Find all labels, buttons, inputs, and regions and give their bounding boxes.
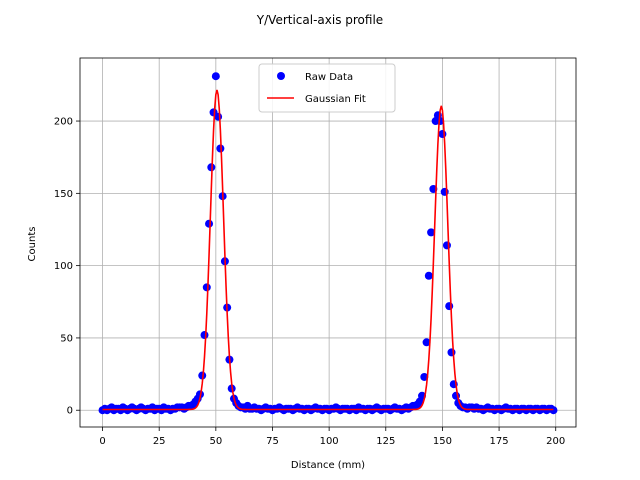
raw-data-point [200,331,209,340]
x-tick-label: 50 [209,436,222,447]
y-tick-label: 200 [54,117,73,128]
raw-data-point [202,283,211,292]
y-tick-label: 100 [54,261,73,272]
y-tick-label: 50 [60,333,73,344]
x-tick-label: 75 [266,436,279,447]
x-tick-label: 100 [320,436,339,447]
x-tick-label: 150 [433,436,452,447]
chart-title: Y/Vertical-axis profile [256,13,383,27]
x-tick-label: 0 [99,436,105,447]
raw-data-point [211,72,220,81]
x-ticks: 0 25 50 75 100 125 150 175 200 [99,427,565,447]
x-tick-label: 200 [546,436,565,447]
legend-marker-raw-data [277,72,285,80]
gaussian-fit-line [102,89,554,411]
x-tick-label: 175 [490,436,509,447]
raw-data-point [422,338,431,347]
y-tick-label: 0 [67,406,73,417]
y-axis-label: Counts [27,227,38,262]
raw-data-point [436,117,445,126]
x-tick-label: 25 [153,436,166,447]
plot-frame [79,57,577,428]
raw-data-point [205,219,214,228]
legend-box [258,63,396,113]
raw-data-point [445,302,454,311]
x-tick-label: 125 [376,436,395,447]
raw-data-point [420,372,429,381]
x-axis-label: Distance (mm) [291,460,365,471]
raw-data-point [442,241,451,250]
raw-data-point [438,130,447,139]
raw-data-point [424,271,433,280]
legend-label-raw-data: Raw Data [305,72,353,83]
y-tick-label: 150 [54,189,73,200]
legend-label-gaussian-fit: Gaussian Fit [305,94,366,105]
legend: Raw Data Gaussian Fit [258,63,396,113]
plot-area: 0 25 50 75 100 125 150 175 200 0 50 100 150 200 [54,57,577,447]
y-ticks: 0 50 100 150 200 [54,117,80,417]
raw-data-point [214,112,223,121]
raw-data-point [427,228,436,237]
